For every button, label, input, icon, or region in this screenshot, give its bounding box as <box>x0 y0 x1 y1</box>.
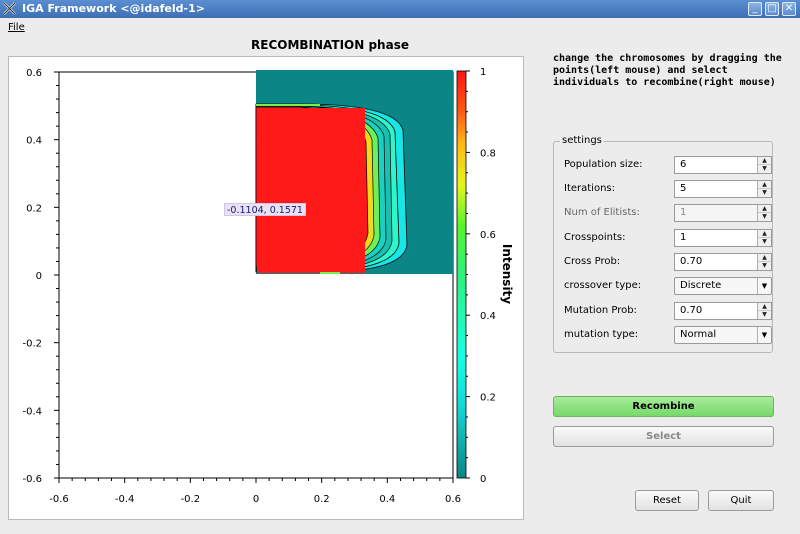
menu-file[interactable]: File <box>8 22 25 33</box>
iterations-row: Iterations: 5 ▲ ▼ <box>562 180 772 198</box>
spin-down-icon[interactable]: ▼ <box>762 165 767 172</box>
spin-up-icon[interactable]: ▲ <box>758 230 771 238</box>
window-title: IGA Framework <@idafeld-1> <box>22 2 205 15</box>
spin-up-icon[interactable]: ▲ <box>758 254 771 262</box>
reset-button[interactable]: Reset <box>635 490 699 511</box>
spin-up-icon[interactable]: ▲ <box>758 303 771 311</box>
num-elitists-row: Num of Elitists: 1 ▲ ▼ <box>562 204 772 222</box>
spin-down-icon[interactable]: ▼ <box>762 262 767 269</box>
maximize-icon[interactable]: □ <box>765 2 779 16</box>
crosspoints-spinbox[interactable]: 1 ▲ ▼ <box>674 229 772 247</box>
settings-group: settings Population size: 6 ▲ ▼ Iteration… <box>553 135 773 353</box>
chevron-down-icon[interactable]: ▼ <box>757 278 771 294</box>
mutation-type-label: mutation type: <box>564 329 639 340</box>
quit-button[interactable]: Quit <box>708 490 774 511</box>
iterations-spinbox[interactable]: 5 ▲ ▼ <box>674 180 772 198</box>
population-size-value: 6 <box>680 159 687 170</box>
crossover-type-select[interactable]: Discrete ▼ <box>674 277 772 295</box>
crosspoints-row: Crosspoints: 1 ▲ ▼ <box>562 229 772 247</box>
num-elitists-label: Num of Elitists: <box>564 207 640 218</box>
cross-prob-value: 0.70 <box>680 256 703 267</box>
cross-prob-label: Cross Prob: <box>564 256 621 267</box>
menubar: File <box>0 18 800 38</box>
mutation-type-select[interactable]: Normal ▼ <box>674 326 772 344</box>
mutation-prob-value: 0.70 <box>680 305 703 316</box>
close-icon[interactable]: ✕ <box>782 2 796 16</box>
spin-up-icon: ▲ <box>758 205 771 213</box>
crosspoints-value: 1 <box>680 232 687 243</box>
chevron-down-icon[interactable]: ▼ <box>757 327 771 343</box>
mutation-prob-spinbox[interactable]: 0.70 ▲ ▼ <box>674 302 772 320</box>
settings-legend: settings <box>560 135 604 146</box>
iterations-value: 5 <box>680 183 687 194</box>
num-elitists-spinbox: 1 ▲ ▼ <box>674 204 772 222</box>
spin-down-icon[interactable]: ▼ <box>762 311 767 318</box>
cross-prob-row: Cross Prob: 0.70 ▲ ▼ <box>562 253 772 271</box>
crossover-type-label: crossover type: <box>564 280 642 291</box>
population-size-spinbox[interactable]: 6 ▲ ▼ <box>674 156 772 174</box>
spin-up-icon[interactable]: ▲ <box>758 181 771 189</box>
mutation-type-row: mutation type: Normal ▼ <box>562 326 772 344</box>
plot-title: RECOMBINATION phase <box>251 38 409 52</box>
recombine-button[interactable]: Recombine <box>553 396 774 417</box>
crosspoints-label: Crosspoints: <box>564 232 626 243</box>
spin-down-icon[interactable]: ▼ <box>762 189 767 196</box>
crossover-type-value: Discrete <box>680 280 722 291</box>
mutation-prob-label: Mutation Prob: <box>564 305 637 316</box>
spin-up-icon[interactable]: ▲ <box>758 157 771 165</box>
population-size-row: Population size: 6 ▲ ▼ <box>562 156 772 174</box>
instructions-text: change the chromosomes by dragging the p… <box>553 53 782 88</box>
spin-down-icon[interactable]: ▼ <box>762 238 767 245</box>
window-titlebar: IGA Framework <@idafeld-1> _ □ ✕ <box>0 0 800 18</box>
minimize-icon[interactable]: _ <box>748 2 762 16</box>
crossover-type-row: crossover type: Discrete ▼ <box>562 277 772 295</box>
plot-canvas[interactable] <box>8 56 524 520</box>
num-elitists-value: 1 <box>680 207 687 218</box>
spin-down-icon: ▼ <box>762 213 767 220</box>
x-app-icon <box>3 2 16 15</box>
mutation-type-value: Normal <box>680 329 717 340</box>
cross-prob-spinbox[interactable]: 0.70 ▲ ▼ <box>674 253 772 271</box>
iterations-label: Iterations: <box>564 183 615 194</box>
mutation-prob-row: Mutation Prob: 0.70 ▲ ▼ <box>562 302 772 320</box>
population-size-label: Population size: <box>564 159 643 170</box>
hover-coordinate-label: -0.1104, 0.1571 <box>224 203 306 216</box>
select-button: Select <box>553 426 774 447</box>
